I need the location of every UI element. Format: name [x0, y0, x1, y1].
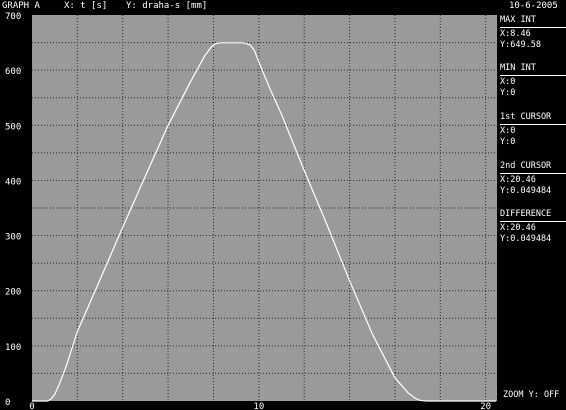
difference-title: DIFFERENCE	[500, 209, 566, 222]
difference-panel: DIFFERENCE X:20.46 Y:0.049484	[500, 209, 566, 245]
x-axis-label: X: t [s]	[64, 1, 108, 11]
cursor1-title: 1st CURSOR	[500, 112, 566, 125]
cursor2-x: X:20.46	[500, 175, 536, 185]
max-int-panel: MAX INT X:8.46 Y:649.58	[500, 15, 566, 51]
cursor2-panel: 2nd CURSOR X:20.46 Y:0.049484	[500, 161, 566, 197]
y-tick-label: 300	[5, 233, 21, 243]
difference-y: Y:0.049484	[500, 234, 552, 244]
y-axis-label: Y: draha-s [mm]	[126, 1, 208, 11]
max-int-y: Y:649.58	[500, 40, 541, 50]
min-int-title: MIN INT	[500, 63, 566, 76]
min-int-y: Y:0	[500, 88, 516, 98]
x-tick-label: 10	[253, 402, 264, 410]
series-line	[32, 42, 497, 402]
y-tick-label: 700	[5, 12, 21, 22]
y-tick-label: 600	[5, 67, 21, 77]
min-int-panel: MIN INT X:0 Y:0	[500, 63, 566, 99]
y-tick-label: 0	[5, 398, 10, 408]
date-label: 10-6-2005	[509, 1, 558, 11]
grid	[32, 15, 497, 401]
min-int-x: X:0	[500, 77, 516, 87]
curve-layer	[32, 42, 497, 402]
cursor1-x: X:0	[500, 126, 516, 136]
cursor1-panel: 1st CURSOR X:0 Y:0	[500, 112, 566, 148]
y-tick-label: 200	[5, 288, 21, 298]
y-tick-label: 500	[5, 122, 21, 132]
cursor1-y: Y:0	[500, 137, 516, 147]
difference-x: X:20.46	[500, 223, 536, 233]
graph-label: GRAPH A	[2, 1, 40, 11]
zoom-status: ZOOM Y: OFF	[503, 390, 560, 400]
y-tick-label: 400	[5, 177, 21, 187]
max-int-x: X:8.46	[500, 29, 531, 39]
max-int-title: MAX INT	[500, 15, 566, 28]
cursor2-y: Y:0.049484	[500, 186, 552, 196]
x-tick-label: 0	[29, 402, 34, 410]
tick-labels: 0 100 200 300 400 500 600 700 0 10 20	[5, 12, 491, 410]
cursor2-title: 2nd CURSOR	[500, 161, 566, 174]
x-tick-label: 20	[480, 402, 491, 410]
y-tick-label: 100	[5, 343, 21, 353]
